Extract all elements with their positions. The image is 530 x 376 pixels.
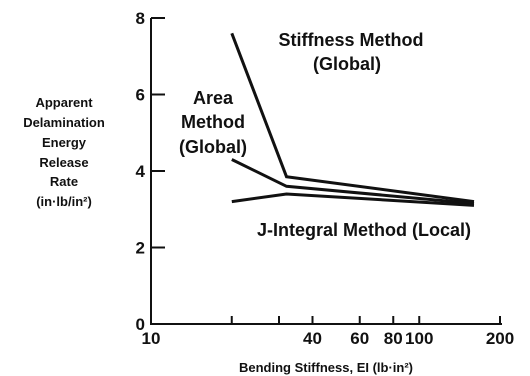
y-axis-label-line: (in·lb/in²) (36, 194, 92, 209)
x-tick-label: 100 (405, 329, 433, 348)
annotation-stiffness-method: Stiffness Method (Global) (278, 30, 423, 74)
annotation-j-integral-method: J-Integral Method (Local) (257, 220, 471, 240)
annotation-stiffness-line-1: Stiffness Method (278, 30, 423, 50)
series-line (230, 32, 475, 204)
series-lines (230, 32, 475, 207)
x-tick-label: 10 (142, 329, 161, 348)
annotation-area-line-1: Area (193, 88, 234, 108)
series-line (231, 192, 475, 207)
x-ticks: 10 40 60 80 100 200 (142, 316, 514, 348)
y-tick-label: 0 (136, 315, 145, 334)
y-axis-label-line: Delamination (23, 115, 105, 130)
y-tick-label: 4 (136, 162, 146, 181)
x-tick-label: 200 (486, 329, 514, 348)
x-tick-label: 40 (303, 329, 322, 348)
y-axis-label-line: Rate (50, 174, 78, 189)
x-tick-label: 60 (350, 329, 369, 348)
y-axis-label: Apparent Delamination Energy Release Rat… (23, 95, 105, 209)
x-tick-label: 80 (384, 329, 403, 348)
annotation-area-method: Area Method (Global) (179, 88, 247, 157)
annotation-j-integral-line-1: J-Integral Method (Local) (257, 220, 471, 240)
y-tick-label: 2 (136, 239, 145, 258)
y-axis-label-line: Apparent (35, 95, 93, 110)
y-axis-label-line: Release (39, 155, 88, 170)
annotation-area-line-2: Method (181, 112, 245, 132)
y-tick-label: 8 (136, 9, 145, 28)
y-ticks: 0 2 4 6 8 (136, 9, 165, 334)
x-axis-label: Bending Stiffness, EI (lb·in²) (239, 360, 413, 375)
annotation-stiffness-line-2: (Global) (313, 54, 381, 74)
series-line (231, 158, 475, 205)
y-axis-label-line: Energy (42, 135, 87, 150)
y-tick-label: 6 (136, 86, 145, 105)
annotation-area-line-3: (Global) (179, 137, 247, 157)
